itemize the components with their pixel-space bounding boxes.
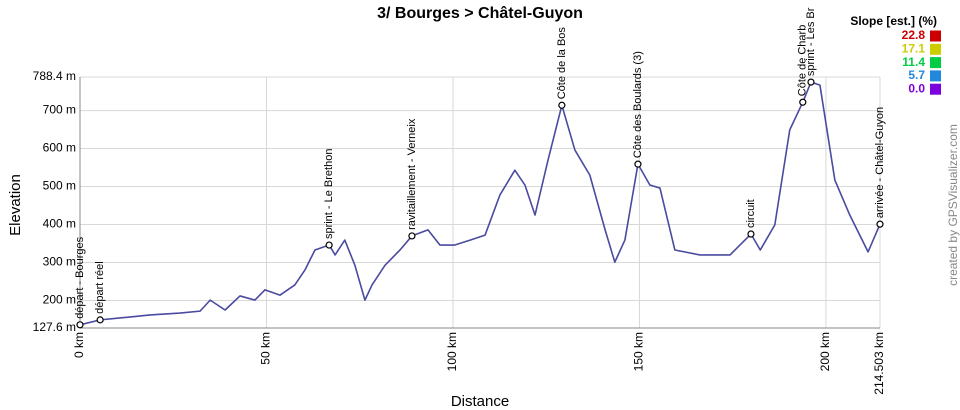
waypoint-marker	[807, 78, 815, 86]
x-axis-label: Distance	[451, 393, 509, 410]
waypoint-label: circuit	[745, 199, 757, 228]
waypoint-marker	[634, 160, 642, 168]
waypoint-label: Côte des Boulards (3)	[632, 51, 644, 158]
legend-title: Slope [est.] (%)	[850, 14, 937, 28]
chart-title: 3/ Bourges > Châtel-Guyon	[377, 5, 583, 22]
credit: created by GPSVisualizer.com	[946, 124, 960, 286]
waypoint-label: ravitaillement - Verneix	[406, 118, 418, 230]
waypoint-marker	[799, 98, 807, 106]
legend-swatch	[930, 30, 941, 42]
waypoint-label: sprint - Les Br	[805, 7, 817, 76]
waypoint-marker	[408, 232, 416, 240]
legend-label: 22.8	[902, 28, 926, 42]
y-tick-label: 300 m	[43, 255, 76, 269]
legend-label: 0.0	[908, 81, 925, 95]
waypoint-marker	[76, 321, 84, 329]
legend-swatch	[930, 83, 941, 95]
y-tick-label: 600 m	[43, 141, 76, 155]
y-tick-label: 127.6 m	[33, 320, 76, 334]
waypoint-marker	[876, 220, 884, 228]
legend-label: 11.4	[902, 55, 925, 69]
y-tick-label: 200 m	[43, 293, 76, 307]
waypoint-marker	[325, 241, 333, 249]
legend-swatch	[930, 57, 941, 69]
waypoint-marker	[96, 316, 104, 324]
waypoint-label: sprint - Le Brethon	[323, 149, 335, 240]
waypoint-marker	[558, 101, 566, 109]
waypoint-label: départ - Bourges	[74, 236, 86, 318]
x-tick-label: 0 km	[72, 332, 86, 358]
waypoint-marker	[747, 230, 755, 238]
legend-swatch	[930, 70, 941, 82]
waypoint-label: arrivée - Châtel-Guyon	[874, 107, 886, 218]
y-axis-label: Elevation	[7, 174, 24, 236]
y-tick-label: 500 m	[43, 179, 76, 193]
legend-label: 17.1	[902, 41, 926, 55]
waypoint-label: Côte de Charb	[797, 25, 809, 97]
x-tick-label: 150 km	[632, 332, 646, 371]
y-tick-label: 788.4 m	[33, 69, 76, 83]
x-tick-label: 50 km	[259, 332, 273, 365]
waypoint-label: Côte de la Bos	[556, 27, 568, 100]
x-tick-label: 214.503 km	[872, 332, 886, 395]
x-tick-label: 100 km	[445, 332, 459, 371]
y-tick-label: 700 m	[43, 103, 76, 117]
y-tick-label: 400 m	[43, 217, 76, 231]
waypoint-label: départ réel	[94, 261, 106, 314]
x-tick-label: 200 km	[818, 332, 832, 371]
elevation-line	[79, 81, 881, 326]
legend-swatch	[930, 43, 941, 55]
legend-label: 5.7	[908, 68, 925, 82]
